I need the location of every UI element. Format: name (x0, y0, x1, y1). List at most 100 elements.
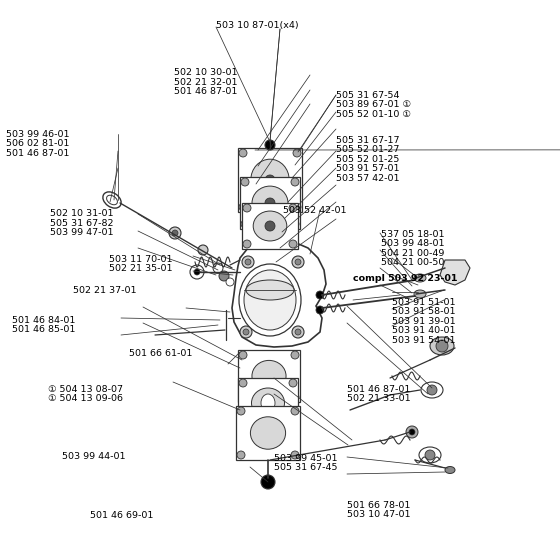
Ellipse shape (252, 186, 288, 220)
Circle shape (293, 149, 301, 157)
Circle shape (241, 178, 249, 186)
Text: 505 52 01-10 ①: 505 52 01-10 ① (336, 110, 411, 119)
Circle shape (295, 329, 301, 335)
Circle shape (295, 259, 301, 265)
Text: 502 10 30-01: 502 10 30-01 (174, 68, 237, 77)
Text: 506 02 81-01: 506 02 81-01 (6, 139, 69, 148)
Text: 503 11 70-01: 503 11 70-01 (109, 255, 172, 264)
Text: 537 05 18-01: 537 05 18-01 (381, 230, 444, 239)
Circle shape (292, 326, 304, 338)
Circle shape (237, 451, 245, 459)
Circle shape (427, 385, 437, 395)
Bar (238, 378, 298, 428)
Text: 503 57 42-01: 503 57 42-01 (336, 174, 399, 183)
Circle shape (219, 271, 229, 281)
Text: 503 99 46-01: 503 99 46-01 (6, 130, 69, 139)
Circle shape (243, 329, 249, 335)
Circle shape (265, 175, 275, 185)
Text: 505 31 67-82: 505 31 67-82 (50, 219, 114, 228)
Polygon shape (232, 240, 326, 347)
Circle shape (243, 204, 251, 212)
Ellipse shape (246, 280, 294, 300)
Text: ① 504 13 09-06: ① 504 13 09-06 (48, 394, 123, 403)
Circle shape (239, 419, 247, 427)
Text: 503 91 58-01: 503 91 58-01 (392, 307, 455, 316)
Text: 502 10 31-01: 502 10 31-01 (50, 209, 114, 218)
Ellipse shape (239, 264, 301, 336)
Text: 502 21 32-01: 502 21 32-01 (174, 78, 237, 87)
Ellipse shape (250, 417, 286, 449)
Circle shape (169, 227, 181, 239)
Ellipse shape (103, 192, 121, 208)
Text: 503 91 40-01: 503 91 40-01 (392, 326, 455, 335)
Circle shape (198, 245, 208, 255)
Text: 501 46 84-01: 501 46 84-01 (12, 316, 76, 325)
Circle shape (291, 351, 299, 359)
Circle shape (291, 220, 299, 228)
Ellipse shape (430, 337, 454, 355)
Circle shape (289, 240, 297, 248)
Text: 504 21 00-49: 504 21 00-49 (381, 249, 444, 258)
Text: 503 10 47-01: 503 10 47-01 (347, 510, 410, 519)
Circle shape (265, 221, 275, 231)
Circle shape (292, 256, 304, 268)
Text: compl 503 92 23-01: compl 503 92 23-01 (353, 274, 458, 283)
Circle shape (291, 407, 299, 415)
Circle shape (226, 278, 234, 286)
Ellipse shape (261, 394, 275, 412)
Circle shape (213, 263, 223, 273)
Circle shape (291, 451, 299, 459)
Circle shape (289, 419, 297, 427)
Text: 502 21 33-01: 502 21 33-01 (347, 394, 411, 403)
Circle shape (237, 407, 245, 415)
Ellipse shape (106, 195, 118, 205)
Text: 501 66 78-01: 501 66 78-01 (347, 501, 410, 510)
Text: 503 91 54-01: 503 91 54-01 (392, 336, 455, 345)
Text: 503 10 87-01(x4): 503 10 87-01(x4) (216, 21, 298, 30)
Text: 505 31 67-54: 505 31 67-54 (336, 91, 399, 100)
Circle shape (239, 393, 247, 401)
Ellipse shape (251, 388, 284, 418)
Ellipse shape (244, 270, 296, 330)
Text: 503 91 39-01: 503 91 39-01 (392, 317, 456, 326)
Text: 505 31 67-45: 505 31 67-45 (274, 463, 338, 472)
Text: 501 46 87-01: 501 46 87-01 (174, 87, 237, 96)
Text: 503 99 47-01: 503 99 47-01 (50, 228, 114, 237)
Circle shape (242, 256, 254, 268)
Circle shape (406, 426, 418, 438)
Text: ① 504 13 08-07: ① 504 13 08-07 (48, 385, 123, 394)
Circle shape (190, 265, 204, 279)
Ellipse shape (251, 159, 289, 201)
Ellipse shape (414, 274, 426, 282)
Ellipse shape (421, 382, 443, 398)
Text: 505 52 01-27: 505 52 01-27 (336, 145, 399, 154)
Circle shape (261, 475, 275, 489)
Circle shape (245, 259, 251, 265)
Circle shape (291, 393, 299, 401)
Text: 501 46 69-01: 501 46 69-01 (90, 511, 153, 520)
Circle shape (409, 429, 415, 435)
Circle shape (239, 379, 247, 387)
Ellipse shape (253, 211, 287, 241)
Circle shape (265, 198, 275, 208)
Bar (240, 177, 300, 229)
Bar (238, 148, 302, 212)
Text: 503 91 51-01: 503 91 51-01 (392, 298, 455, 307)
Circle shape (240, 326, 252, 338)
Circle shape (194, 269, 200, 275)
Text: 505 31 67-17: 505 31 67-17 (336, 136, 399, 144)
Polygon shape (440, 260, 470, 285)
Circle shape (425, 450, 435, 460)
Circle shape (289, 204, 297, 212)
Circle shape (293, 203, 301, 211)
Bar (242, 203, 298, 249)
Circle shape (265, 140, 275, 150)
Circle shape (239, 149, 247, 157)
Circle shape (172, 230, 178, 236)
Circle shape (291, 178, 299, 186)
Ellipse shape (414, 290, 426, 298)
Text: 501 46 85-01: 501 46 85-01 (12, 325, 76, 334)
Ellipse shape (252, 361, 286, 391)
Text: 503 99 44-01: 503 99 44-01 (62, 452, 125, 461)
Text: 503 91 57-01: 503 91 57-01 (336, 164, 399, 173)
